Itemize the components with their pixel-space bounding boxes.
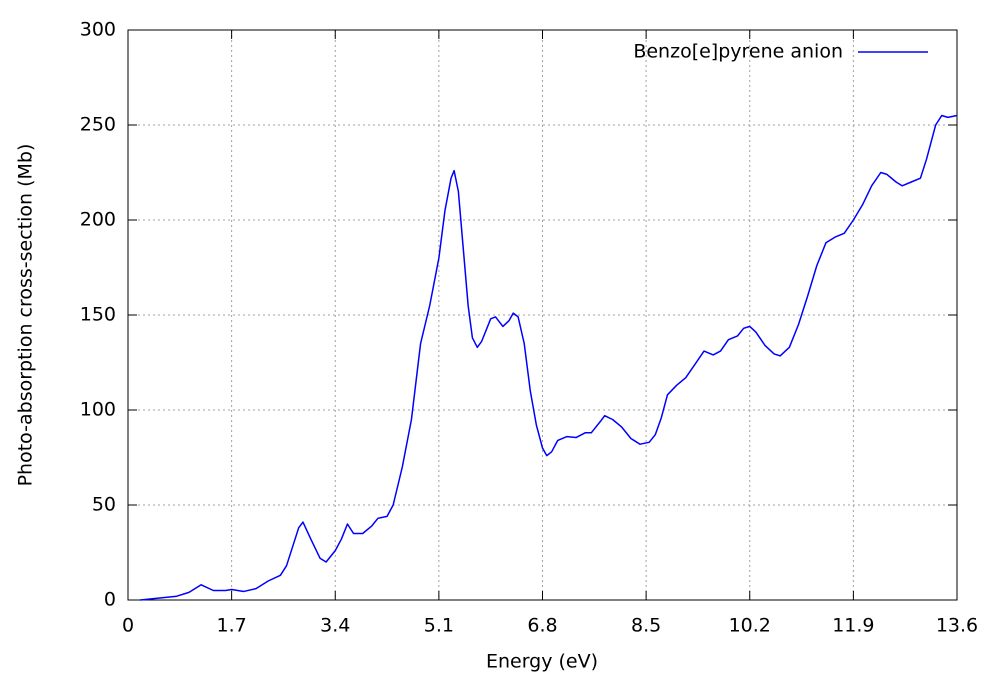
data-line (140, 114, 958, 601)
y-tick-label: 250 (80, 114, 116, 136)
x-tick-label: 10.2 (729, 615, 771, 637)
x-tick-label: 1.7 (217, 615, 247, 637)
plot-frame (127, 29, 958, 601)
legend-label: Benzo[e]pyrene anion (633, 41, 843, 63)
x-tick-label: 3.4 (320, 615, 350, 637)
x-tick-label: 0 (122, 615, 134, 637)
x-tick-label: 8.5 (631, 615, 661, 637)
x-tick-label: 5.1 (424, 615, 454, 637)
x-tick-label: 6.8 (527, 615, 557, 637)
y-tick-label: 100 (80, 399, 116, 421)
y-axis-label: Photo-absorption cross-section (Mb) (15, 144, 37, 487)
y-tick-label: 200 (80, 209, 116, 231)
y-tick-label: 150 (80, 304, 116, 326)
x-tick-label: 11.9 (832, 615, 874, 637)
y-tick-label: 300 (80, 19, 116, 41)
y-tick-label: 0 (104, 589, 116, 611)
x-axis-label: Energy (eV) (486, 651, 598, 673)
x-tick-label: 13.6 (936, 615, 978, 637)
y-tick-label: 50 (92, 494, 116, 516)
